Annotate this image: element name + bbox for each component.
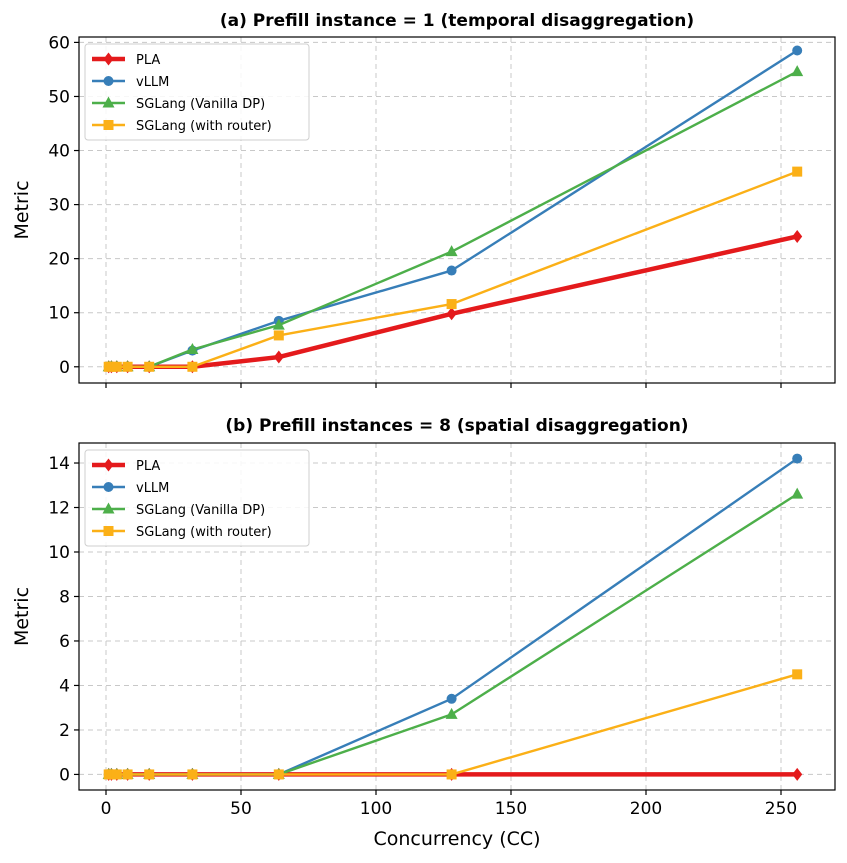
data-point-sglang-with-router: [111, 361, 122, 372]
legend-label: PLA: [136, 459, 160, 474]
data-point-sglang-with-router: [111, 769, 122, 780]
legend-label: SGLang (Vanilla DP): [136, 503, 265, 518]
legend-item-vllm: vLLM: [92, 481, 169, 496]
data-point-vllm: [446, 693, 457, 704]
legend-label: SGLang (with router): [136, 525, 272, 540]
x-tick-label: 100: [360, 799, 392, 819]
legend-swatch-marker: [103, 458, 114, 472]
series-sglang-with-router: [103, 669, 803, 780]
legend-label: SGLang (with router): [136, 119, 272, 134]
data-point-sglang-vanilla-dp: [791, 487, 804, 499]
legend-swatch-marker: [103, 52, 114, 66]
legend-label: SGLang (Vanilla DP): [136, 97, 265, 112]
legend-swatch-marker: [102, 502, 115, 514]
legend-item-pla: PLA: [92, 52, 160, 68]
legend-item-pla: PLA: [92, 458, 160, 474]
x-tick-label: 200: [630, 799, 662, 819]
data-point-sglang-with-router: [273, 330, 284, 341]
legend-label: vLLM: [136, 481, 169, 496]
data-point-sglang-vanilla-dp: [445, 707, 458, 719]
legend-item-vllm: vLLM: [92, 75, 169, 90]
y-tick-label: 20: [48, 250, 70, 270]
panel-a-title: (a) Prefill instance = 1 (temporal disag…: [220, 11, 694, 31]
data-point-sglang-with-router: [122, 769, 133, 780]
y-tick-label: 40: [48, 142, 70, 162]
y-tick-label: 30: [48, 196, 70, 216]
data-point-vllm: [792, 45, 803, 56]
legend-box: [84, 43, 310, 141]
y-tick-label: 14: [48, 454, 70, 474]
y-tick-label: 4: [59, 676, 70, 696]
x-tick-label: 250: [765, 799, 797, 819]
data-point-sglang-with-router: [792, 166, 803, 177]
y-tick-label: 10: [48, 543, 70, 563]
data-point-sglang-with-router: [187, 769, 198, 780]
data-point-sglang-vanilla-dp: [445, 245, 458, 257]
data-point-pla: [792, 767, 803, 781]
data-point-sglang-vanilla-dp: [272, 318, 285, 330]
panel-b: (b) Prefill instances = 8 (spatial disag…: [11, 416, 836, 850]
data-point-sglang-with-router: [144, 769, 155, 780]
y-tick-label: 6: [59, 632, 70, 652]
panel-b-legend: PLA vLLM SGLang (Vanilla DP) SGLang (with r…: [84, 449, 310, 547]
x-tick-label: 150: [495, 799, 527, 819]
series-sglang-with-router: [103, 166, 803, 372]
legend-swatch-marker: [103, 120, 114, 130]
x-tick-label: 50: [230, 799, 252, 819]
legend-box: [84, 449, 310, 547]
plot-frame: [78, 442, 836, 791]
legend-item-sglang-vanilla-dp: SGLang (Vanilla DP): [92, 502, 265, 518]
data-point-sglang-with-router: [792, 669, 803, 680]
data-point-sglang-with-router: [122, 361, 133, 372]
data-point-vllm: [792, 453, 803, 464]
data-point-pla: [446, 307, 457, 321]
y-tick-label: 10: [48, 304, 70, 324]
legend-swatch-marker: [103, 482, 114, 492]
legend-label: vLLM: [136, 75, 169, 90]
y-tick-label: 0: [59, 765, 70, 785]
data-point-sglang-vanilla-dp: [186, 342, 199, 354]
panel-b-x-axis-label: Concurrency (CC): [373, 828, 540, 850]
data-point-sglang-with-router: [144, 361, 155, 372]
data-point-pla: [792, 229, 803, 243]
data-point-sglang-with-router: [273, 769, 284, 780]
y-tick-label: 50: [48, 87, 70, 107]
x-tick-label: 0: [101, 799, 112, 819]
legend-swatch-marker: [103, 526, 114, 536]
plot-frame: [78, 36, 836, 384]
panel-b-title: (b) Prefill instances = 8 (spatial disag…: [225, 416, 688, 436]
data-point-sglang-with-router: [446, 299, 457, 310]
data-point-sglang-with-router: [187, 361, 198, 372]
data-point-sglang-with-router: [446, 769, 457, 780]
data-point-sglang-with-router: [106, 361, 117, 372]
panel-a-y-axis-label: Metric: [11, 180, 33, 239]
data-point-pla: [273, 350, 284, 364]
legend-label: PLA: [136, 53, 160, 68]
legend-item-sglang-with-router: SGLang (with router): [92, 525, 272, 540]
data-point-vllm: [446, 265, 457, 276]
y-tick-label: 60: [48, 33, 70, 53]
panel-a-legend: PLA vLLM SGLang (Vanilla DP) SGLang (with r…: [84, 43, 310, 141]
legend-swatch-marker: [103, 76, 114, 86]
y-tick-label: 8: [59, 587, 70, 607]
legend-swatch-marker: [102, 96, 115, 108]
y-tick-label: 2: [59, 721, 70, 741]
series-line-sglang-with-router: [107, 673, 799, 776]
y-tick-label: 0: [59, 358, 70, 378]
data-point-sglang-vanilla-dp: [791, 65, 804, 77]
legend-item-sglang-vanilla-dp: SGLang (Vanilla DP): [92, 96, 265, 112]
data-point-sglang-with-router: [106, 769, 117, 780]
panel-a: (a) Prefill instance = 1 (temporal disag…: [11, 11, 836, 388]
panel-b-y-axis-label: Metric: [11, 587, 33, 646]
legend-item-sglang-with-router: SGLang (with router): [92, 119, 272, 134]
y-tick-label: 12: [48, 499, 70, 519]
